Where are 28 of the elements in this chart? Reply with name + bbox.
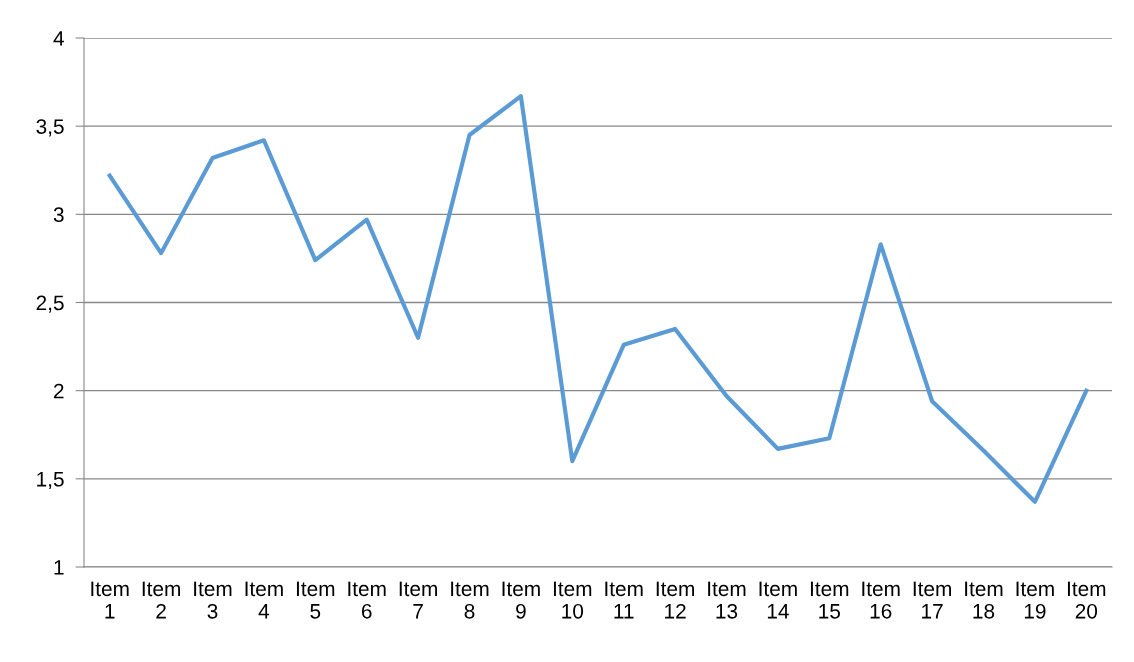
y-tick-label: 2: [54, 383, 64, 399]
x-tick-label: Item 15: [810, 581, 849, 619]
x-tick-label: Item 12: [656, 581, 694, 619]
x-tick-label: Item 11: [605, 581, 643, 619]
x-tick-label: Item 10: [553, 581, 592, 619]
x-tick-label: Item 20: [1067, 581, 1106, 619]
y-tick-label: 3: [53, 207, 64, 223]
y-tick-label: 4: [53, 31, 64, 46]
x-tick-label: Item 2: [142, 581, 180, 619]
y-tick-label: 2,5: [36, 295, 64, 313]
y-tick-label: 1,5: [37, 472, 64, 490]
x-tick-label: Item 9: [502, 581, 540, 619]
x-tick-label: Item 6: [348, 581, 386, 619]
y-tick-label: 3,5: [36, 119, 64, 137]
x-tick-label: Item 14: [759, 581, 797, 619]
x-tick-label: Item 8: [451, 581, 489, 619]
y-tick-label: 1: [54, 560, 64, 575]
x-tick-label: Item 17: [913, 581, 951, 619]
x-tick-label: Item 16: [862, 581, 900, 619]
x-tick-label: Item 18: [965, 581, 1003, 619]
x-tick-label: Item 7: [399, 581, 437, 619]
line-series: [107, 94, 1089, 504]
x-tick-label: Item 13: [708, 581, 746, 619]
x-tick-label: Item 1: [91, 581, 129, 619]
x-tick-label: Item 5: [296, 581, 335, 619]
x-tick-label: Item 4: [245, 581, 283, 619]
x-tick-label: Item 3: [194, 581, 232, 619]
x-tick-label: Item 19: [1016, 581, 1054, 619]
